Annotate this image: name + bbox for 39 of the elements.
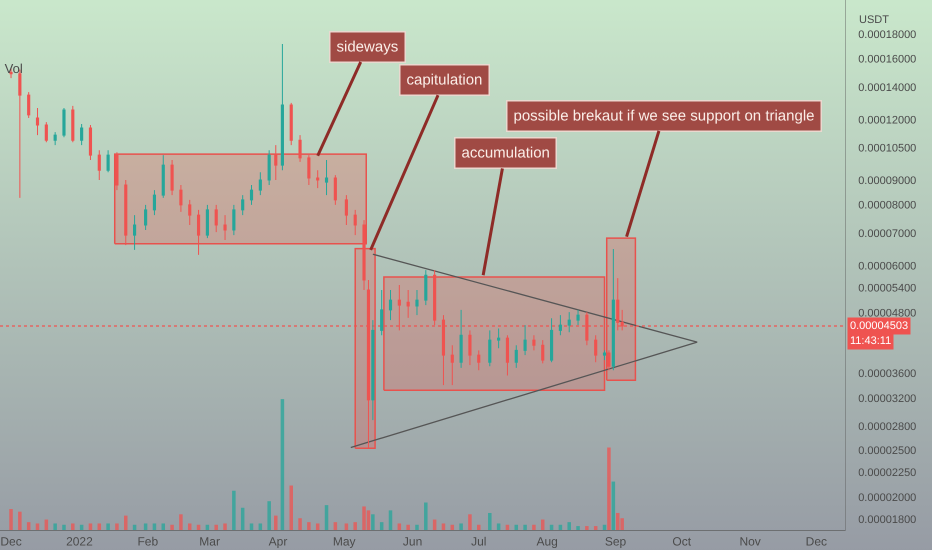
y-tick-label: 0.00006000 [858, 260, 916, 272]
y-tick-label: 0.00010500 [858, 142, 916, 154]
annotation: accumulation [462, 144, 550, 162]
y-tick-label: 0.00005400 [858, 282, 916, 295]
x-tick-label: Jun [402, 534, 422, 548]
x-tick-label: Feb [137, 534, 158, 548]
y-tick-label: 0.00014000 [858, 82, 916, 94]
x-tick-label: Jul [471, 534, 486, 548]
x-tick-label: Sep [604, 534, 627, 548]
annotation: possible brekaut if we see support on triangle [514, 108, 815, 124]
chart-title: Vol [4, 61, 23, 76]
y-tick-label: 0.00018000 [858, 28, 916, 41]
text: 11:43:11 [850, 335, 892, 347]
y-tick-label: 0.00004800 [858, 307, 916, 320]
y-tick-label: 0.00002000 [858, 492, 916, 504]
y-tick-label: 0.00003600 [858, 368, 916, 380]
y-tick-label: 0.00002800 [858, 420, 916, 433]
x-tick-label: May [332, 534, 356, 548]
y-tick-label: 0.00016000 [858, 54, 916, 66]
y-tick-label: 0.00009000 [858, 174, 916, 187]
x-tick-label: Apr [268, 534, 288, 548]
y-tick-label: 0.00008000 [858, 200, 916, 212]
y-axis-title: USDT [859, 14, 890, 26]
x-tick-label: Dec [0, 534, 22, 548]
x-tick-label: Oct [672, 534, 692, 548]
x-tick-label: Dec [806, 534, 827, 548]
x-tick-label: Aug [536, 534, 558, 548]
x-tick-label: Mar [199, 534, 220, 548]
y-tick-label: 0.00012000 [858, 114, 916, 126]
ref-line-label: 0.00004503 [850, 320, 908, 332]
y-tick-label: 0.00001800 [858, 514, 916, 526]
annotation: capitulation [406, 72, 482, 88]
x-tick-label: Nov [739, 534, 761, 548]
x-tick-label: 2022 [66, 534, 94, 548]
y-tick-label: 0.00003200 [858, 392, 916, 405]
annotation: sideways [336, 38, 398, 56]
y-tick-label: 0.00002250 [858, 467, 916, 480]
y-tick-label: 0.00002500 [858, 444, 916, 457]
y-tick-label: 0.00007000 [858, 228, 916, 240]
